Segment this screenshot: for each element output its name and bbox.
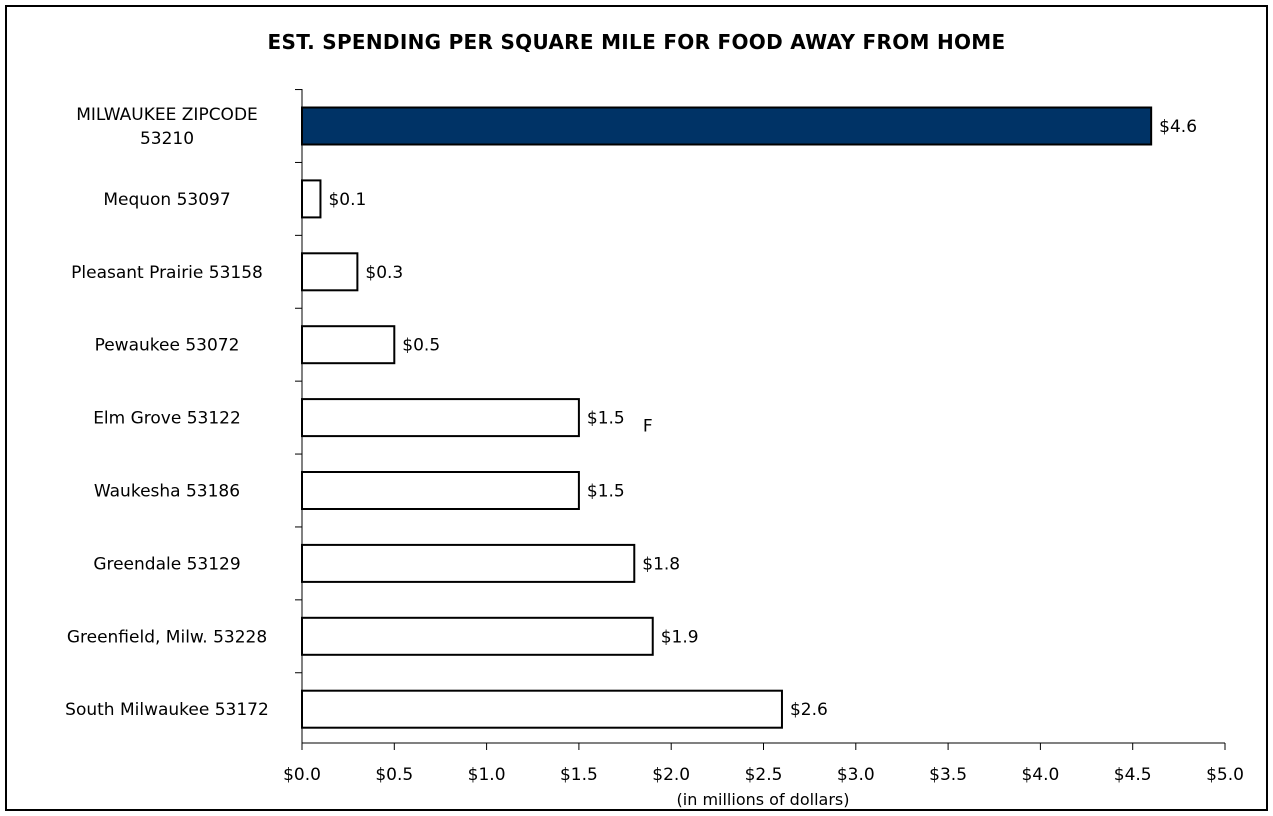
x-tick-label: $3.0 xyxy=(837,765,875,785)
category-label: Greenfield, Milw. 53228 xyxy=(67,627,267,647)
x-tick-label: $4.5 xyxy=(1114,765,1152,785)
bar xyxy=(301,543,636,583)
value-label: $2.6 xyxy=(790,700,828,720)
category-label: Pleasant Prairie 53158 xyxy=(71,263,263,283)
value-label: $0.3 xyxy=(365,263,403,283)
bar xyxy=(301,325,396,365)
value-label: $1.9 xyxy=(661,627,699,647)
annotation-label: F xyxy=(643,417,653,437)
bar xyxy=(301,616,654,656)
x-tick-label: $5.0 xyxy=(1206,765,1244,785)
value-label: $0.1 xyxy=(328,190,366,210)
bar xyxy=(301,106,1153,146)
x-tick-label: $0.5 xyxy=(375,765,413,785)
category-label: South Milwaukee 53172 xyxy=(65,700,269,720)
value-label: $4.6 xyxy=(1159,117,1197,137)
category-label: Greendale 53129 xyxy=(93,554,240,574)
x-tick-label: $2.0 xyxy=(652,765,690,785)
value-label: $1.5 xyxy=(587,482,625,502)
category-label: Pewaukee 53072 xyxy=(95,336,240,356)
x-tick-label: $4.0 xyxy=(1021,765,1059,785)
category-label: Elm Grove 53122 xyxy=(93,409,241,429)
bar xyxy=(301,179,322,219)
value-label: $1.8 xyxy=(642,554,680,574)
x-axis-title: (in millions of dollars) xyxy=(677,790,850,809)
x-tick-label: $3.5 xyxy=(929,765,967,785)
bar xyxy=(301,398,580,438)
category-label: Mequon 53097 xyxy=(103,190,230,210)
category-label: Waukesha 53186 xyxy=(94,482,240,502)
x-tick-label: $1.0 xyxy=(468,765,506,785)
value-label: $1.5 xyxy=(587,409,625,429)
chart-frame xyxy=(5,5,1268,811)
chart-title: EST. SPENDING PER SQUARE MILE FOR FOOD A… xyxy=(267,30,1006,54)
bar xyxy=(301,689,783,729)
x-tick-label: $0.0 xyxy=(283,765,321,785)
bar xyxy=(301,252,359,292)
bar xyxy=(301,471,580,510)
x-tick-label: $1.5 xyxy=(560,765,598,785)
x-tick-label: $2.5 xyxy=(745,765,783,785)
category-label: MILWAUKEE ZIPCODE 53210 xyxy=(76,105,258,149)
value-label: $0.5 xyxy=(402,336,440,356)
